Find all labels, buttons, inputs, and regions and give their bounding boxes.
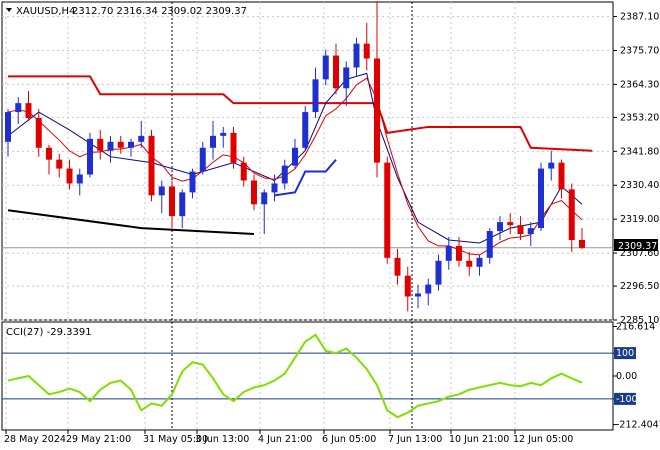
candle-body: [579, 239, 585, 248]
candle-body: [538, 168, 544, 229]
time-tick-label: 28 May 2024: [4, 434, 66, 445]
candle-body: [107, 141, 114, 151]
cci-level-tag: [614, 347, 636, 360]
current-price-value: 2309.37: [618, 241, 657, 252]
trend-line: [7, 209, 255, 236]
time-tick-label: 7 Jun 13:00: [388, 434, 442, 445]
candle-body: [189, 171, 196, 193]
candle-body: [517, 225, 524, 235]
candle-body: [527, 228, 534, 235]
candle-body: [5, 112, 11, 142]
candle-body: [558, 162, 565, 190]
short-average-line: [7, 77, 583, 256]
candle-body: [568, 189, 575, 240]
candle-body: [363, 43, 370, 59]
candle-body: [46, 147, 52, 160]
candle-body: [394, 257, 401, 276]
candle-body: [415, 293, 421, 297]
candle-body: [281, 165, 288, 184]
candle-body: [148, 135, 155, 196]
candle-body: [210, 135, 216, 148]
price-tick-label: 2364.30: [620, 79, 659, 90]
time-tick-label: 29 May 21:00: [66, 434, 131, 445]
axes: 2387.10 2375.70 2364.30 2353.20 2341.80 2330.…: [4, 12, 660, 445]
candle-body: [374, 58, 380, 163]
time-tick-label: 12 Jun 05:00: [513, 434, 573, 445]
candle-body: [333, 55, 339, 89]
collapse-arrow-icon[interactable]: [6, 8, 12, 12]
candle-body: [425, 284, 432, 294]
price-tick-label: 2296.50: [620, 281, 659, 292]
candle-body: [56, 159, 63, 169]
candle-body: [507, 222, 514, 226]
time-tick-label: 6 Jun 05:00: [322, 434, 376, 445]
candle-body: [128, 141, 134, 148]
candle-body: [76, 174, 83, 184]
price-panel: [1, 1, 614, 321]
candle-body: [456, 245, 462, 261]
candle-body: [230, 132, 237, 163]
price-tick-label: 2319.00: [620, 214, 659, 225]
candle-body: [312, 79, 319, 113]
candle-body: [179, 192, 186, 217]
price-tick-label: 2387.10: [620, 12, 659, 23]
cci-tick-label: -212.4047: [616, 420, 660, 431]
candle-body: [435, 260, 442, 285]
candle-body: [251, 180, 257, 205]
candle-body: [66, 168, 73, 184]
candle-body: [261, 192, 268, 205]
candle-body: [97, 138, 104, 151]
candle-body: [404, 275, 411, 297]
time-tick-label: 3 Jun 13:00: [195, 434, 249, 445]
candle-body: [240, 162, 247, 181]
cci-tick-label: 100: [616, 348, 634, 359]
candle-body: [497, 222, 503, 232]
candle-body: [486, 231, 493, 258]
candle-body: [15, 103, 22, 113]
candle-body: [322, 55, 329, 80]
candle-body: [199, 147, 206, 172]
cci-tick-label: -100: [616, 394, 638, 405]
candle-body: [138, 135, 145, 142]
candle-body: [35, 118, 42, 148]
price-tick-label: 2307.60: [620, 248, 659, 259]
price-tick-label: 2341.80: [620, 146, 659, 157]
candle-body: [220, 132, 227, 136]
candle-body: [25, 103, 32, 119]
time-tick-label: 10 Jun 21:00: [449, 434, 509, 445]
price-tick-label: 2353.20: [620, 112, 659, 123]
symbol-label: XAUUSD,H4: [16, 6, 75, 17]
candle-body: [302, 112, 309, 148]
candles: [5, 2, 585, 312]
ohlc-label: 2312.70 2316.34 2309.02 2309.37: [72, 6, 247, 17]
cci-panel: [1, 321, 614, 431]
signal-segment: [274, 159, 337, 197]
cci-level-tag: [614, 392, 636, 405]
candle-body: [548, 162, 555, 169]
cci-indicator: [2, 333, 613, 419]
cci-label: CCI(27) -29.3391: [6, 327, 92, 338]
cci-tick-label: 0.00: [616, 371, 637, 382]
candle-body: [87, 138, 93, 175]
candle-body: [353, 43, 360, 68]
candle-body: [292, 147, 298, 166]
price-tick-label: 2285.10: [620, 315, 659, 326]
time-tick-label: 31 May 05:00: [143, 434, 208, 445]
current-price-tag: [614, 239, 658, 251]
candle-body: [271, 183, 278, 193]
candle-body: [117, 141, 124, 148]
candle-body: [169, 186, 175, 217]
candle-body: [466, 260, 473, 267]
candle-body: [343, 67, 350, 89]
candle-body: [445, 245, 452, 261]
price-tick-label: 2330.40: [620, 180, 659, 191]
candle-body: [158, 186, 165, 196]
cci-line: [7, 333, 583, 419]
time-tick-label: 4 Jun 21:00: [258, 434, 312, 445]
cci-tick-label: 216.614: [616, 321, 655, 332]
candle-body: [384, 162, 391, 258]
candle-body: [476, 257, 483, 267]
price-tick-label: 2375.70: [620, 45, 659, 56]
